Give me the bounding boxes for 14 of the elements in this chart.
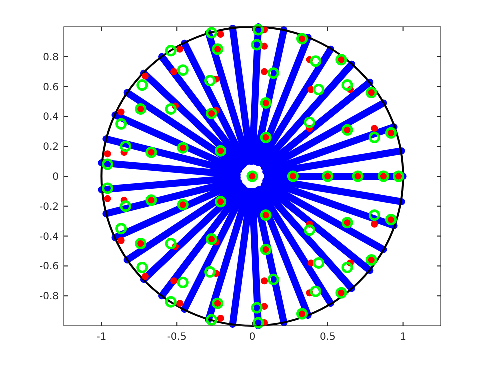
y-tick-label: 0.6 [43, 82, 59, 94]
y-tick-label: -0.6 [39, 262, 59, 273]
x-tick-label: -1 [96, 332, 107, 343]
x-tick-label: -0.5 [167, 332, 187, 343]
y-tick-label: -0.2 [39, 202, 59, 213]
y-tick-label: 0.8 [43, 52, 59, 64]
x-tick-label: 0 [249, 332, 256, 343]
y-tick-label: -0.8 [39, 292, 59, 303]
y-tick-label: -0.4 [39, 232, 59, 243]
y-tick-label: 0 [52, 172, 59, 183]
y-tick-label: 0.2 [43, 142, 59, 154]
x-tick-label: 0.5 [320, 332, 336, 343]
y-tick-label: 0.4 [43, 112, 59, 124]
x-tick-label: 1 [400, 332, 406, 343]
